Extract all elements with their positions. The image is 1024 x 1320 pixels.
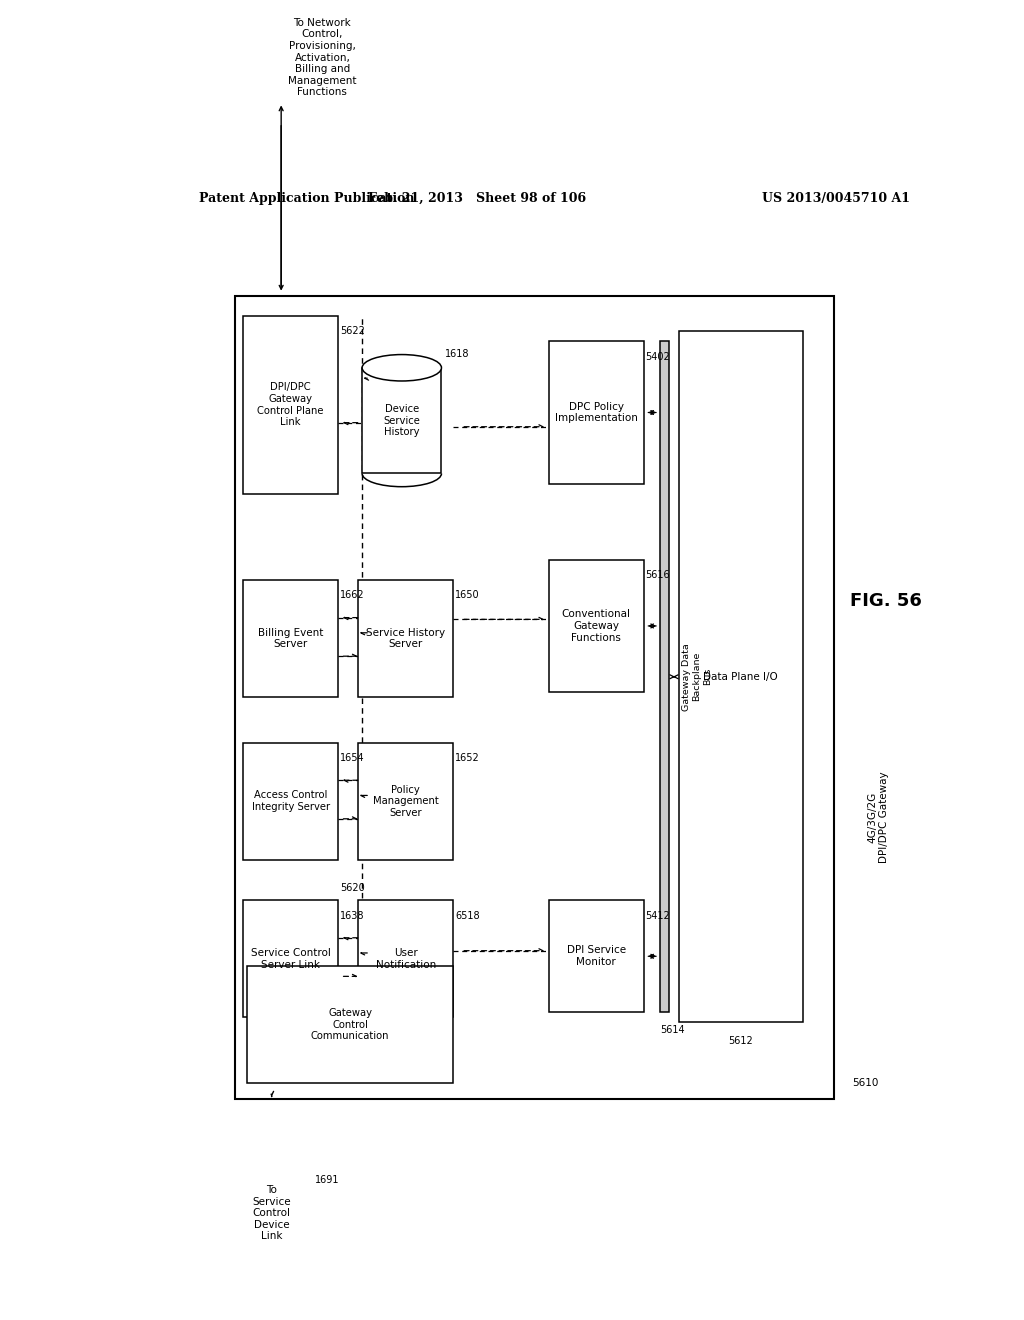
Text: Gateway
Control
Communication: Gateway Control Communication bbox=[311, 1008, 389, 1041]
Text: 5612: 5612 bbox=[728, 1036, 753, 1045]
Text: Data Plane I/O: Data Plane I/O bbox=[703, 672, 778, 681]
Bar bbox=[659, 342, 670, 1012]
Bar bbox=[243, 900, 338, 1018]
Text: 5402: 5402 bbox=[645, 351, 670, 362]
Bar bbox=[247, 966, 454, 1084]
Text: Patent Application Publication: Patent Application Publication bbox=[200, 191, 415, 205]
Text: 1691: 1691 bbox=[315, 1175, 340, 1185]
Bar bbox=[243, 581, 338, 697]
Text: Billing Event
Server: Billing Event Server bbox=[258, 628, 324, 649]
Text: US 2013/0045710 A1: US 2013/0045710 A1 bbox=[762, 191, 909, 205]
Text: To Network
Control,
Provisioning,
Activation,
Billing and
Management
Functions: To Network Control, Provisioning, Activa… bbox=[288, 17, 356, 98]
Text: 1618: 1618 bbox=[445, 348, 470, 359]
Bar bbox=[358, 900, 454, 1018]
Bar bbox=[243, 315, 338, 494]
Text: 1652: 1652 bbox=[455, 754, 479, 763]
Bar bbox=[362, 368, 441, 474]
Text: 1650: 1650 bbox=[455, 590, 479, 601]
Text: Service History
Server: Service History Server bbox=[367, 628, 445, 649]
Text: Device
Service
History: Device Service History bbox=[383, 404, 420, 437]
Bar bbox=[358, 743, 454, 859]
Text: User
Notification: User Notification bbox=[376, 948, 436, 970]
Bar bbox=[549, 560, 644, 692]
Text: 5616: 5616 bbox=[645, 570, 670, 579]
Text: 5614: 5614 bbox=[659, 1026, 684, 1035]
Text: Policy
Management
Server: Policy Management Server bbox=[373, 784, 438, 818]
Text: 1654: 1654 bbox=[340, 754, 365, 763]
Ellipse shape bbox=[362, 355, 441, 381]
Bar bbox=[549, 900, 644, 1012]
Text: 5622: 5622 bbox=[340, 326, 365, 337]
Text: Service Control
Server Link: Service Control Server Link bbox=[251, 948, 331, 970]
Text: 5412: 5412 bbox=[645, 911, 670, 920]
Bar bbox=[236, 296, 835, 1098]
Bar bbox=[549, 342, 644, 483]
Text: To
Service
Control
Device
Link: To Service Control Device Link bbox=[252, 1185, 291, 1241]
Bar bbox=[358, 581, 454, 697]
Text: 6518: 6518 bbox=[455, 911, 479, 920]
Bar bbox=[243, 743, 338, 859]
Text: DPI/DPC
Gateway
Control Plane
Link: DPI/DPC Gateway Control Plane Link bbox=[257, 383, 324, 428]
Bar bbox=[679, 331, 803, 1022]
Text: 5610: 5610 bbox=[852, 1078, 879, 1089]
Text: Access Control
Integrity Server: Access Control Integrity Server bbox=[252, 791, 330, 812]
Text: Conventional
Gateway
Functions: Conventional Gateway Functions bbox=[562, 610, 631, 643]
Text: DPC Policy
Implementation: DPC Policy Implementation bbox=[555, 401, 638, 424]
Text: FIG. 56: FIG. 56 bbox=[850, 591, 922, 610]
Text: 5620: 5620 bbox=[340, 883, 365, 894]
Text: 1638: 1638 bbox=[340, 911, 365, 920]
Text: 4G/3G/2G
DPI/DPC Gateway: 4G/3G/2G DPI/DPC Gateway bbox=[867, 772, 889, 863]
Text: Feb. 21, 2013   Sheet 98 of 106: Feb. 21, 2013 Sheet 98 of 106 bbox=[368, 191, 587, 205]
Text: 1662: 1662 bbox=[340, 590, 365, 601]
Text: DPI Service
Monitor: DPI Service Monitor bbox=[566, 945, 626, 968]
Text: Gateway Data
Backplane
Bus: Gateway Data Backplane Bus bbox=[682, 643, 712, 710]
